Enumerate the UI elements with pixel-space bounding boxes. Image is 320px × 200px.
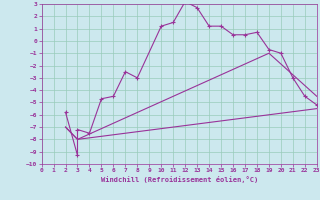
X-axis label: Windchill (Refroidissement éolien,°C): Windchill (Refroidissement éolien,°C) bbox=[100, 176, 258, 183]
